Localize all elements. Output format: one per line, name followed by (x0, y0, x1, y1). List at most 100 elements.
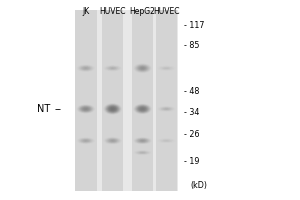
Ellipse shape (77, 138, 94, 144)
Ellipse shape (140, 152, 145, 153)
Bar (156, 10, 177, 191)
Ellipse shape (82, 66, 90, 70)
Ellipse shape (78, 105, 93, 113)
Ellipse shape (106, 138, 119, 143)
Ellipse shape (140, 107, 145, 110)
Ellipse shape (163, 67, 170, 69)
Ellipse shape (111, 68, 114, 69)
Ellipse shape (81, 106, 91, 112)
Ellipse shape (108, 139, 118, 143)
Ellipse shape (140, 140, 145, 142)
Ellipse shape (105, 138, 120, 144)
Ellipse shape (160, 139, 173, 142)
Ellipse shape (163, 140, 170, 142)
Ellipse shape (112, 68, 113, 69)
Ellipse shape (139, 107, 146, 111)
Ellipse shape (135, 151, 150, 155)
Ellipse shape (165, 140, 168, 141)
Text: - 19: - 19 (184, 157, 200, 166)
Ellipse shape (162, 67, 171, 69)
Ellipse shape (135, 138, 150, 144)
Ellipse shape (139, 66, 146, 70)
Ellipse shape (85, 140, 87, 141)
Ellipse shape (137, 139, 148, 143)
Ellipse shape (142, 152, 143, 153)
Ellipse shape (138, 151, 147, 154)
Text: - 26: - 26 (184, 130, 200, 139)
Ellipse shape (104, 104, 121, 114)
Text: HUVEC: HUVEC (153, 7, 180, 16)
Ellipse shape (112, 108, 113, 109)
Ellipse shape (109, 67, 116, 69)
Ellipse shape (136, 151, 148, 154)
Ellipse shape (159, 107, 174, 111)
Ellipse shape (136, 65, 148, 71)
Ellipse shape (136, 138, 148, 143)
Text: - 34: - 34 (184, 108, 200, 117)
Ellipse shape (110, 140, 115, 142)
Ellipse shape (135, 64, 150, 72)
Bar (78, 10, 178, 191)
Ellipse shape (108, 106, 118, 112)
Ellipse shape (84, 68, 88, 69)
Ellipse shape (161, 107, 172, 111)
Text: --: -- (54, 104, 61, 114)
Ellipse shape (82, 67, 89, 70)
Text: HUVEC: HUVEC (99, 7, 126, 16)
Ellipse shape (107, 66, 118, 70)
Ellipse shape (108, 106, 117, 112)
Ellipse shape (81, 66, 91, 70)
Ellipse shape (107, 138, 118, 143)
Ellipse shape (82, 107, 89, 111)
Ellipse shape (83, 108, 88, 110)
Ellipse shape (136, 151, 149, 154)
Ellipse shape (164, 108, 169, 110)
Ellipse shape (164, 140, 169, 141)
Ellipse shape (110, 107, 115, 111)
Ellipse shape (136, 65, 149, 72)
Ellipse shape (80, 139, 92, 143)
Ellipse shape (160, 66, 173, 70)
Ellipse shape (79, 65, 93, 71)
Ellipse shape (105, 104, 120, 114)
Ellipse shape (80, 106, 92, 112)
Ellipse shape (165, 108, 168, 109)
Ellipse shape (160, 139, 172, 142)
Ellipse shape (138, 139, 147, 142)
Ellipse shape (139, 139, 146, 142)
Text: - 85: - 85 (184, 41, 200, 50)
Ellipse shape (138, 66, 147, 70)
Text: HepG2: HepG2 (130, 7, 155, 16)
Ellipse shape (108, 67, 117, 70)
Ellipse shape (109, 107, 116, 111)
Ellipse shape (141, 152, 144, 153)
Ellipse shape (82, 139, 89, 142)
Ellipse shape (165, 68, 168, 69)
Ellipse shape (106, 66, 119, 71)
Ellipse shape (112, 140, 113, 141)
Ellipse shape (79, 138, 93, 143)
Ellipse shape (163, 108, 170, 110)
Ellipse shape (80, 66, 92, 71)
Text: - 48: - 48 (184, 87, 200, 96)
Bar (75, 10, 97, 191)
Ellipse shape (78, 138, 93, 144)
Ellipse shape (161, 67, 172, 70)
Ellipse shape (108, 66, 118, 70)
Ellipse shape (79, 105, 93, 112)
Ellipse shape (138, 106, 147, 111)
Ellipse shape (164, 68, 169, 69)
Ellipse shape (83, 140, 88, 142)
Ellipse shape (109, 139, 116, 142)
Ellipse shape (111, 108, 114, 110)
Ellipse shape (134, 104, 151, 114)
Ellipse shape (77, 105, 94, 113)
Ellipse shape (134, 64, 151, 73)
Ellipse shape (141, 67, 144, 69)
Ellipse shape (141, 140, 144, 141)
Ellipse shape (107, 105, 118, 113)
Ellipse shape (139, 152, 146, 154)
Ellipse shape (160, 107, 172, 111)
Ellipse shape (137, 65, 148, 71)
Ellipse shape (162, 108, 171, 110)
